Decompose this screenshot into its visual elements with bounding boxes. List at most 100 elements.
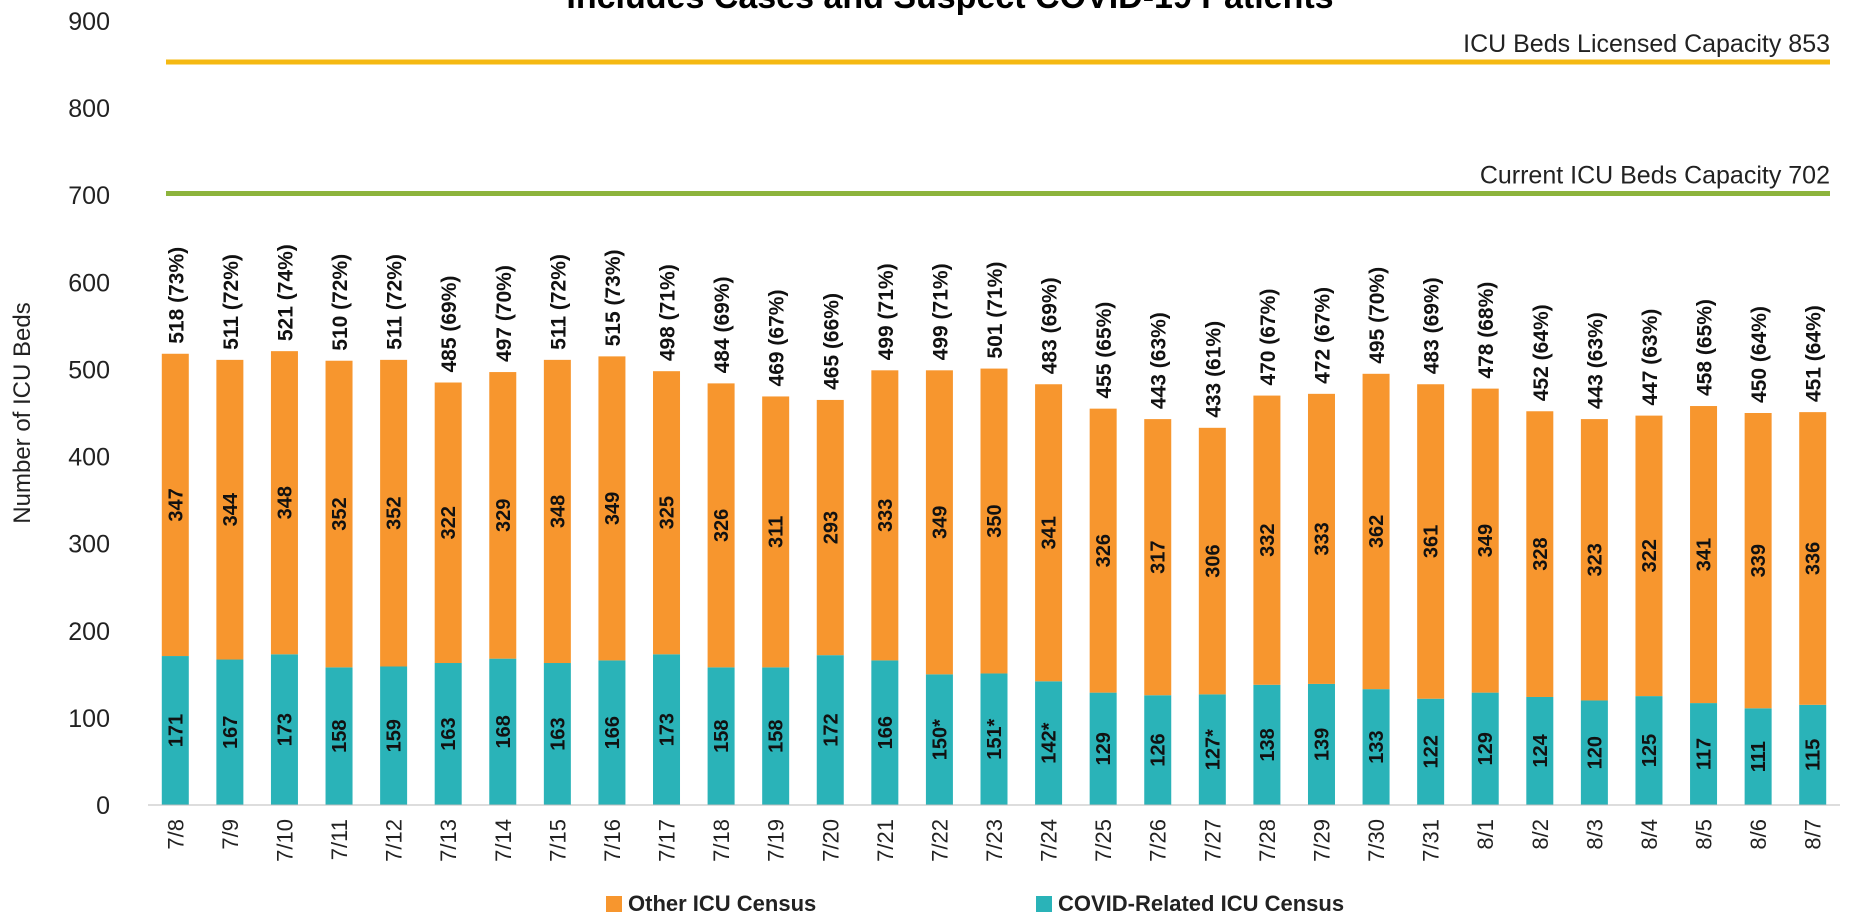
bar-segment (543, 663, 571, 805)
bar-segment (270, 351, 298, 655)
data-label: 348 (547, 495, 569, 528)
data-label: 122 (1421, 735, 1443, 768)
bar-segment (816, 399, 844, 656)
x-tick-label: 7/8 (163, 819, 188, 850)
x-tick-label: 8/2 (1528, 819, 1553, 850)
chart-title: Includes Cases and Suspect COVID-19 Pati… (566, 0, 1333, 16)
x-tick-label: 8/6 (1746, 819, 1771, 850)
data-label: 341 (1039, 516, 1061, 549)
bar-segment (543, 359, 571, 664)
total-label: 451 (64%) (1803, 305, 1826, 402)
data-label: 133 (1366, 730, 1388, 763)
y-tick-label: 400 (68, 444, 110, 472)
total-label: 465 (66%) (820, 293, 843, 390)
x-tick-label: 7/10 (272, 819, 297, 862)
bar-segment (980, 673, 1008, 805)
bar-segment (1417, 384, 1445, 699)
bar-segment (1744, 413, 1772, 709)
bar-segment (1089, 692, 1117, 805)
data-label: 306 (1202, 544, 1224, 577)
total-label: 511 (72%) (220, 254, 243, 350)
x-tick-label: 7/18 (709, 819, 734, 862)
bar-segment (1580, 700, 1608, 805)
bar-segment (980, 368, 1008, 674)
bar-segment (816, 655, 844, 805)
data-label: 339 (1748, 544, 1770, 577)
bar-segment (1635, 415, 1663, 697)
y-tick-label: 200 (68, 618, 110, 646)
data-label: 127* (1202, 729, 1224, 770)
bar-segment (380, 359, 408, 667)
data-label: 151* (984, 718, 1006, 759)
bar-segment (598, 660, 626, 805)
bar-segment (653, 371, 681, 655)
y-tick-label: 100 (68, 705, 110, 733)
total-label: 499 (71%) (875, 263, 898, 360)
data-label: 333 (875, 499, 897, 532)
y-tick-label: 800 (68, 95, 110, 123)
bar-segment (653, 654, 681, 805)
x-tick-label: 7/30 (1364, 819, 1389, 862)
data-label: 158 (766, 719, 788, 752)
x-tick-label: 7/22 (927, 819, 952, 862)
total-label: 498 (71%) (657, 264, 680, 361)
total-label: 433 (61%) (1202, 321, 1225, 418)
y-tick-label: 300 (68, 531, 110, 559)
x-tick-label: 7/14 (491, 819, 516, 862)
data-label: 328 (1530, 537, 1552, 570)
data-label: 347 (165, 488, 187, 521)
bar-segment (380, 666, 408, 805)
data-label: 126 (1148, 733, 1170, 766)
bar-segment (1799, 704, 1827, 805)
data-label: 323 (1584, 543, 1606, 576)
bar-segment (707, 383, 735, 668)
data-label: 142* (1039, 722, 1061, 763)
total-label: 469 (67%) (766, 290, 789, 387)
bar-segment (489, 658, 517, 805)
data-label: 349 (1475, 524, 1497, 557)
data-label: 322 (438, 506, 460, 539)
total-label: 443 (63%) (1148, 312, 1171, 409)
legend-label: COVID-Related ICU Census (1058, 891, 1344, 916)
data-label: 349 (602, 492, 624, 525)
data-label: 172 (820, 713, 842, 746)
data-label: 159 (384, 719, 406, 752)
bar-segment (161, 353, 189, 657)
reference-label: ICU Beds Licensed Capacity 853 (1463, 30, 1830, 58)
x-tick-label: 7/27 (1200, 819, 1225, 862)
x-tick-label: 7/11 (327, 819, 352, 860)
total-label: 452 (64%) (1530, 304, 1553, 401)
bar-segment (1253, 684, 1281, 805)
data-label: 362 (1366, 515, 1388, 548)
bar-segment (925, 370, 953, 675)
total-label: 510 (72%) (329, 254, 352, 351)
bar-segment (434, 382, 462, 664)
data-label: 129 (1475, 732, 1497, 765)
x-tick-label: 7/19 (764, 819, 789, 862)
data-label: 325 (657, 496, 679, 529)
y-tick-label: 900 (68, 8, 110, 36)
data-label: 173 (274, 713, 296, 746)
bar-segment (762, 667, 790, 805)
x-tick-label: 7/12 (382, 819, 407, 862)
data-label: 332 (1257, 523, 1279, 556)
total-label: 511 (72%) (547, 254, 570, 350)
data-label: 138 (1257, 728, 1279, 761)
bar-segment (707, 667, 735, 805)
bar-segment (1744, 708, 1772, 805)
total-label: 443 (63%) (1584, 312, 1607, 409)
total-label: 511 (72%) (384, 254, 407, 350)
data-label: 125 (1639, 734, 1661, 767)
bar-segment (1690, 406, 1718, 704)
bar-segment (1690, 703, 1718, 805)
x-tick-label: 7/17 (655, 819, 680, 862)
data-label: 352 (329, 497, 351, 530)
bar-segment (434, 663, 462, 805)
x-tick-label: 7/16 (600, 819, 625, 862)
y-axis-label: Number of ICU Beds (9, 302, 36, 523)
data-label: 293 (820, 511, 842, 544)
bar-segment (1307, 393, 1335, 684)
data-label: 322 (1639, 539, 1661, 572)
